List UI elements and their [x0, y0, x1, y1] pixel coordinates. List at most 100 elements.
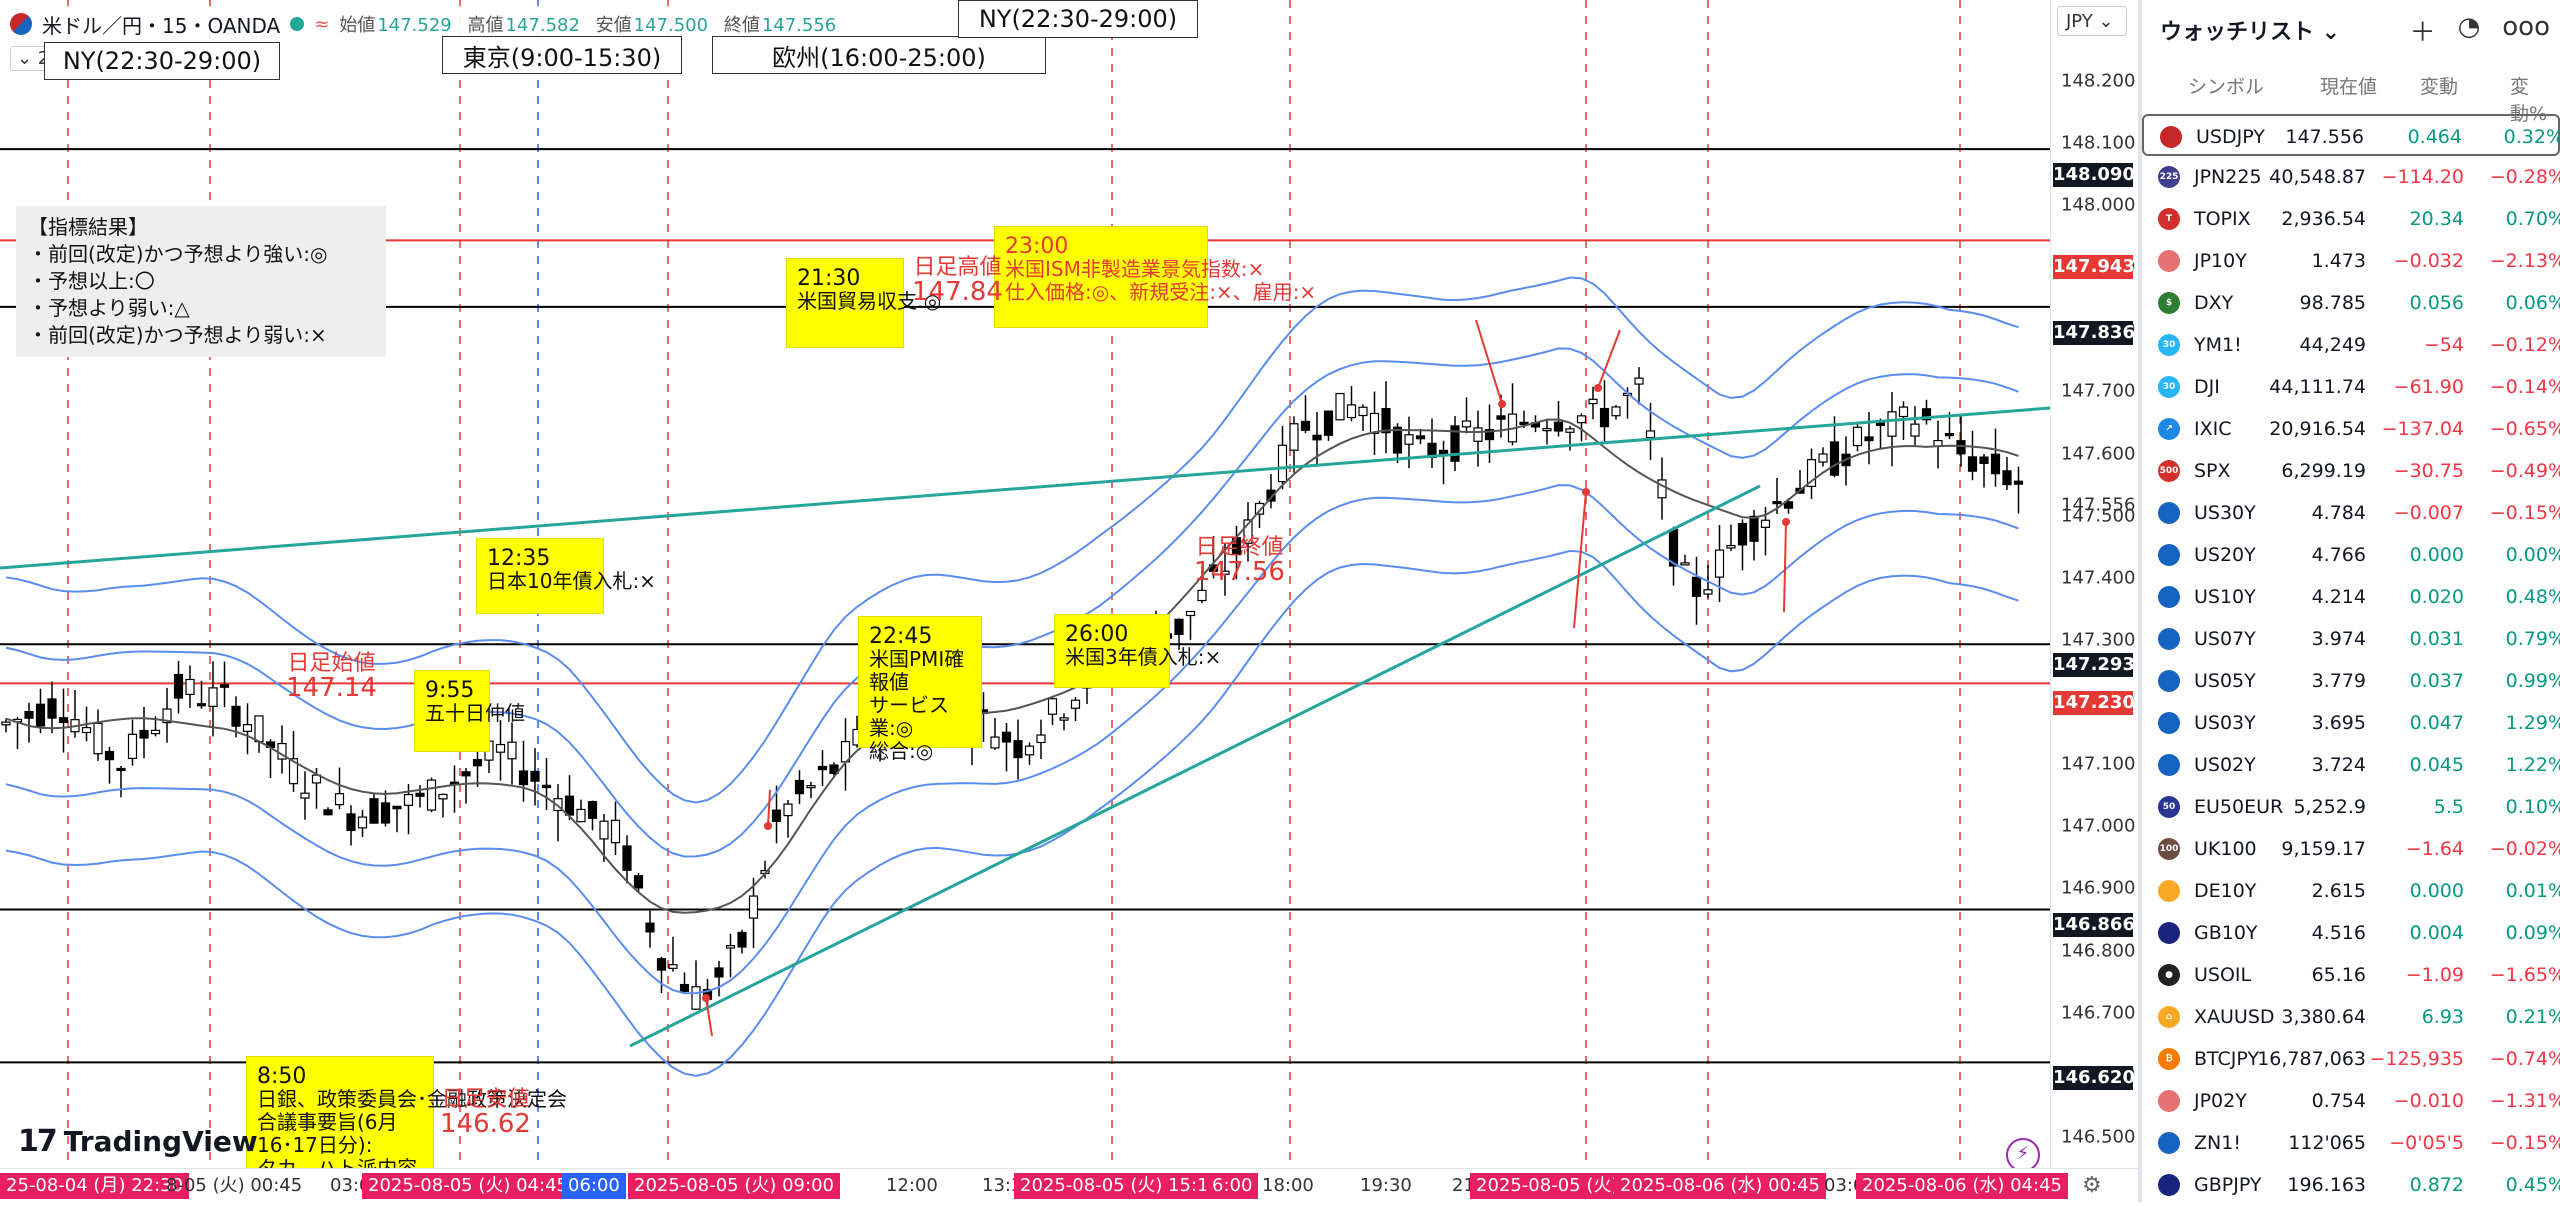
session-ny-left: NY(22:30-29:00) — [44, 42, 280, 80]
more-icon[interactable]: ooo — [2502, 12, 2550, 42]
symbol-change: −0'05'5 — [2389, 1132, 2464, 1154]
watchlist-row-us02y[interactable]: US02Y 3.724 0.045 1.22% — [2142, 744, 2560, 786]
watchlist-row-dji[interactable]: 30 DJI 44,111.74 −61.90 −0.14% — [2142, 366, 2560, 408]
watchlist-row-us30y[interactable]: US30Y 4.784 −0.007 −0.15% — [2142, 492, 2560, 534]
candle-body — [288, 758, 299, 785]
gear-icon[interactable]: ⚙ — [2082, 1173, 2102, 1198]
price-tick: 147.100 — [2061, 753, 2136, 775]
symbol-change: −114.20 — [2381, 166, 2464, 188]
add-symbol-icon[interactable]: ＋ — [2409, 18, 2436, 48]
col-symbol[interactable]: シンボル — [2188, 76, 2265, 98]
symbol-price: 98.785 — [2299, 292, 2366, 314]
watchlist-row-spx[interactable]: 500 SPX 6,299.19 −30.75 −0.49% — [2142, 450, 2560, 492]
symbol-price: 3.779 — [2311, 670, 2366, 692]
watchlist-row-jp02y[interactable]: JP02Y 0.754 −0.010 −1.31% — [2142, 1080, 2560, 1122]
candle-body — [461, 771, 471, 777]
currency-select[interactable]: JPY ⌄ — [2057, 6, 2127, 36]
symbol-change: −0.010 — [2393, 1090, 2464, 1112]
symbol-change-pct: −1.65% — [2489, 964, 2560, 986]
symbol-change: 0.000 — [2409, 880, 2464, 902]
symbol-logo-icon — [2160, 126, 2182, 148]
watchlist-row-uk100[interactable]: 100 UK100 9,159.17 −1.64 −0.02% — [2142, 828, 2560, 870]
symbol-logo-icon: 50 — [2158, 796, 2180, 818]
watchlist-row-xauusd[interactable]: ⌂ XAUUSD 3,380.64 6.93 0.21% — [2142, 996, 2560, 1038]
watchlist-row-btcjpy[interactable]: ₿ BTCJPY 16,787,063 −125,935 −0.74% — [2142, 1038, 2560, 1080]
watchlist-column-headers: シンボル 現在値 変動 変動% — [2142, 66, 2560, 125]
watchlist-row-usoil[interactable]: ● USOIL 65.16 −1.09 −1.65% — [2142, 954, 2560, 996]
tradingview-logo[interactable]: 17 TradingView — [18, 1124, 258, 1159]
watchlist-row-eu50eur[interactable]: 50 EU50EUR 5,252.9 5.5 0.10% — [2142, 786, 2560, 828]
symbol-change-pct: 0.48% — [2505, 586, 2560, 608]
symbol-logo-icon: 30 — [2158, 334, 2180, 356]
candle-body — [564, 795, 575, 816]
candle-body — [93, 722, 103, 755]
symbol-header[interactable]: 米ドル／円・15・OANDA ≈ 始値 147.529 高値 147.582 安値 1… — [4, 6, 853, 42]
watchlist-row-usdjpy[interactable]: USDJPY 147.556 0.464 0.32% — [2142, 114, 2560, 156]
watchlist-row-jpn225[interactable]: 225 JPN225 40,548.87 −114.20 −0.28% — [2142, 156, 2560, 198]
symbol-change-pct: 0.01% — [2505, 880, 2560, 902]
symbol-change-pct: 0.00% — [2505, 544, 2560, 566]
watchlist-row-ym1![interactable]: 30 YM1! 44,249 −54 −0.12% — [2142, 324, 2560, 366]
symbol-logo-icon — [2158, 250, 2180, 272]
candle-body — [1323, 410, 1334, 436]
watchlist-row-ixic[interactable]: ↗ IXIC 20,916.54 −137.04 −0.65% — [2142, 408, 2560, 450]
candlestick-plot[interactable] — [0, 0, 2050, 1168]
candle-body — [518, 770, 529, 786]
candle-body — [1645, 430, 1656, 439]
watchlist-row-gbpjpy[interactable]: GBPJPY 196.163 0.872 0.45% — [2142, 1164, 2560, 1206]
symbol-name: EU50EUR — [2194, 796, 2284, 818]
watchlist-row-topix[interactable]: T TOPIX 2,936.54 20.34 0.70% — [2142, 198, 2560, 240]
price-tick: 146.900 — [2061, 877, 2136, 899]
candle-body — [1737, 522, 1748, 546]
watchlist-row-us05y[interactable]: US05Y 3.779 0.037 0.99% — [2142, 660, 2560, 702]
watchlist-row-gb10y[interactable]: GB10Y 4.516 0.004 0.09% — [2142, 912, 2560, 954]
symbol-change-pct: 0.10% — [2505, 796, 2560, 818]
symbol-name: USDJPY — [2196, 126, 2265, 148]
close-label: 終値 — [723, 15, 760, 36]
symbol-name: GBPJPY — [2194, 1174, 2262, 1196]
watchlist-row-dxy[interactable]: $ DXY 98.785 0.056 0.06% — [2142, 282, 2560, 324]
col-price[interactable]: 現在値 — [2320, 76, 2378, 98]
annotation-arrowhead — [764, 822, 772, 830]
candle-body — [725, 945, 736, 949]
price-axis[interactable]: JPY ⌄ 148.200148.100148.000147.900147.80… — [2050, 0, 2139, 1168]
symbol-price: 9,159.17 — [2281, 838, 2366, 860]
time-label: 2025-08-06 (水) 00:45 — [1614, 1173, 1826, 1199]
symbol-price: 4.516 — [2311, 922, 2366, 944]
price-tick: 147.000 — [2061, 815, 2136, 837]
candle-body — [438, 793, 448, 800]
candle-body — [35, 703, 46, 727]
time-axis[interactable]: 25-08-04 (月) 22:30 8-05 (火) 00:45 03:0 2… — [0, 1168, 2138, 1203]
candle-body — [346, 813, 356, 831]
candle-body — [771, 809, 782, 822]
daily-high-title: 日足高値 — [913, 255, 1002, 280]
candle-body — [1818, 453, 1828, 463]
watchlist-row-us03y[interactable]: US03Y 3.695 0.047 1.29% — [2142, 702, 2560, 744]
time-label: 12:00 — [886, 1175, 938, 1196]
watchlist-row-us10y[interactable]: US10Y 4.214 0.020 0.48% — [2142, 576, 2560, 618]
candle-body — [231, 705, 241, 727]
legend-line: ・前回(改定)かつ予想より強い:◎ — [28, 242, 328, 266]
low-value: 147.500 — [633, 15, 709, 36]
watchlist-title[interactable]: ウォッチリスト ⌄ — [2160, 20, 2341, 45]
symbol-logo-icon: ↗ — [2158, 418, 2180, 440]
candle-body — [1335, 392, 1345, 421]
watchlist-row-jp10y[interactable]: JP10Y 1.473 −0.032 −2.13% — [2142, 240, 2560, 282]
watchlist-row-us20y[interactable]: US20Y 4.766 0.000 0.00% — [2142, 534, 2560, 576]
lightning-icon[interactable]: ⚡ — [2006, 1138, 2040, 1168]
watchlist-panel[interactable]: ウォッチリスト ⌄ ＋ ◔ ooo シンボル 現在値 変動 変動% USDJPY… — [2142, 0, 2560, 1202]
chart-area[interactable]: 米ドル／円・15・OANDA ≈ 始値 147.529 高値 147.582 安値 1… — [0, 0, 2050, 1168]
watchlist-row-de10y[interactable]: DE10Y 2.615 0.000 0.01% — [2142, 870, 2560, 912]
symbol-change-pct: 1.29% — [2505, 712, 2560, 734]
candle-body — [403, 793, 414, 806]
annotation-0955: 9:55 五十日仲値 — [414, 670, 525, 752]
symbol-title[interactable]: 米ドル／円・15・OANDA — [42, 13, 281, 38]
annotation-time: 8:50 — [257, 1064, 307, 1089]
col-change[interactable]: 変動 — [2420, 76, 2459, 98]
advanced-view-icon[interactable]: ◔ — [2457, 12, 2481, 42]
panel-divider[interactable] — [2138, 0, 2142, 1202]
candle-body — [1979, 456, 1989, 464]
watchlist-row-us07y[interactable]: US07Y 3.974 0.031 0.79% — [2142, 618, 2560, 660]
annotation-1235: 12:35 日本10年債入札:× — [476, 538, 656, 614]
watchlist-row-zn1![interactable]: ZN1! 112'065 −0'05'5 −0.15% — [2142, 1122, 2560, 1164]
